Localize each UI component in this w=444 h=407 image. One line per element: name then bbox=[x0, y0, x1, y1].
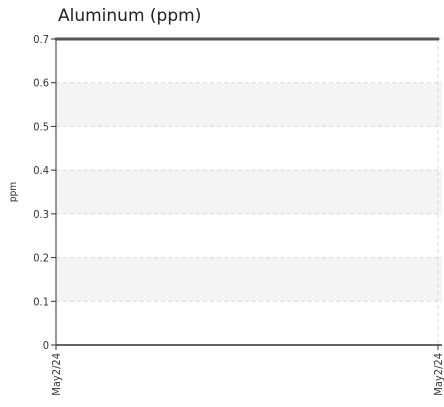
axes bbox=[55, 39, 442, 346]
x-ticks: May2/24 May2/24 bbox=[50, 345, 444, 396]
y-ticks: 0 0.1 0.2 0.3 0.4 0.5 0.6 0.7 bbox=[33, 33, 56, 352]
chart-title: Aluminum (ppm) bbox=[58, 6, 202, 26]
data-point bbox=[54, 37, 58, 41]
y-tick-label: 0.3 bbox=[33, 208, 49, 221]
background-band bbox=[56, 257, 442, 302]
background-band bbox=[56, 82, 442, 127]
y-tick-label: 0 bbox=[43, 339, 49, 352]
y-tick-label: 0.4 bbox=[33, 164, 49, 177]
y-axis-label: ppm bbox=[8, 182, 19, 202]
y-tick-label: 0.6 bbox=[33, 77, 49, 90]
data-series bbox=[54, 37, 440, 41]
y-tick-label: 0.2 bbox=[33, 252, 49, 265]
y-tick-label: 0.1 bbox=[33, 295, 49, 308]
y-tick-label: 0.7 bbox=[33, 33, 49, 46]
y-tick-label: 0.5 bbox=[33, 120, 49, 133]
background-band bbox=[56, 170, 442, 214]
x-tick-label: May2/24 bbox=[50, 353, 63, 396]
x-tick-label: May2/24 bbox=[432, 353, 444, 396]
background-bands bbox=[56, 82, 442, 302]
data-point bbox=[436, 37, 440, 41]
